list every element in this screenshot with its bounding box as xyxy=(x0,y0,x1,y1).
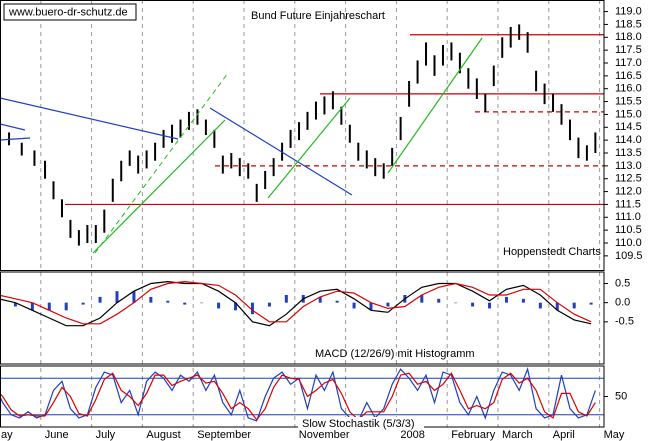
y-tick-label: 114.5 xyxy=(615,121,642,133)
x-tick-label: June xyxy=(45,429,69,441)
histogram-bar xyxy=(98,296,102,303)
y-tick-label: 116.5 xyxy=(615,70,642,82)
histogram-bar xyxy=(30,302,34,311)
histogram-bar xyxy=(250,302,254,315)
macd-frame xyxy=(0,271,605,365)
y-tick-label: 118.5 xyxy=(615,18,642,30)
y-tick-label: 111.0 xyxy=(615,211,641,223)
y-tick-label: 117.0 xyxy=(615,57,642,69)
plot-area xyxy=(0,0,604,427)
stoch-title: Slow Stochastik (5/3/3) xyxy=(302,418,415,430)
x-tick-label: April xyxy=(553,429,575,441)
indicator-line xyxy=(0,367,596,422)
y-tick-label: 110.5 xyxy=(615,224,642,236)
histogram-bar xyxy=(454,302,458,304)
y-tick-label: 115.0 xyxy=(615,108,642,120)
histogram-bar xyxy=(115,291,119,303)
trend-line xyxy=(92,119,226,254)
histogram-bar xyxy=(267,302,271,307)
histogram-bar xyxy=(471,302,475,307)
trend-line xyxy=(0,137,31,141)
histogram-bar xyxy=(13,302,17,307)
histogram-bar xyxy=(284,295,288,303)
y-tick-label: 112.5 xyxy=(615,173,642,185)
y-tick-label: -0.5 xyxy=(615,316,634,328)
histogram-bar xyxy=(183,302,187,305)
x-tick-label: 2008 xyxy=(400,429,424,441)
source: www.buero-dr-schutz.de xyxy=(8,6,128,18)
y-tick-label: 113.5 xyxy=(615,147,642,159)
y-tick-label: 111.5 xyxy=(615,198,641,210)
histogram-bar xyxy=(64,302,68,311)
macd-title: MACD (12/26/9) mit Histogramm xyxy=(315,348,475,360)
y-tick-label: 112.0 xyxy=(615,185,642,197)
histogram-bar xyxy=(538,302,542,309)
trend-line xyxy=(209,107,353,196)
indicator-line xyxy=(0,280,592,325)
x-tick-label: May xyxy=(604,429,625,441)
histogram-bar xyxy=(572,302,576,309)
note: Hoppenstedt Charts xyxy=(503,246,601,258)
histogram-bar xyxy=(386,302,390,307)
indicator-line xyxy=(0,372,596,421)
histogram-bar xyxy=(437,298,441,303)
x-tick-label: September xyxy=(197,429,251,441)
histogram-bar xyxy=(504,296,508,303)
histogram-bar xyxy=(555,302,559,311)
histogram-bar xyxy=(369,302,373,311)
histogram-bar xyxy=(335,300,339,303)
histogram-bar xyxy=(521,298,525,303)
trend-lines xyxy=(0,37,483,254)
histogram-bar xyxy=(318,296,322,303)
x-tick-label: ay xyxy=(1,429,13,441)
y-tick-label: 116.0 xyxy=(615,83,642,95)
histogram-bar xyxy=(589,302,593,305)
y-tick-label: 113.0 xyxy=(615,160,642,172)
y-tick-label: 119.0 xyxy=(615,5,642,17)
y-tick-label: 50 xyxy=(615,390,627,402)
histogram-bar xyxy=(217,302,221,309)
histogram-bar xyxy=(488,302,492,309)
chart-title: Bund Future Einjahreschart xyxy=(251,10,385,22)
trend-line xyxy=(0,123,26,131)
histogram-bar xyxy=(200,302,204,304)
histogram-bar xyxy=(149,296,153,303)
histogram-bar xyxy=(234,302,238,311)
y-tick-label: 114.0 xyxy=(615,134,642,146)
histogram-bar xyxy=(420,295,424,303)
histogram-bar xyxy=(132,291,136,303)
indicator-line xyxy=(0,280,592,327)
histogram-bar xyxy=(166,300,170,303)
stoch-title-bg xyxy=(298,417,424,430)
y-tick-label: 0.5 xyxy=(615,277,630,289)
x-tick-label: August xyxy=(146,429,180,441)
histogram-bar xyxy=(81,302,85,305)
x-tick-label: February xyxy=(451,429,496,441)
main-frame xyxy=(0,0,605,271)
y-tick-label: 0.0 xyxy=(615,297,630,309)
y-tick-label: 118.0 xyxy=(615,31,642,43)
histogram-bar xyxy=(47,302,51,311)
source-box xyxy=(3,3,137,21)
trend-line xyxy=(387,37,483,174)
y-tick-label: 115.5 xyxy=(615,95,642,107)
x-tick-label: July xyxy=(96,429,116,441)
x-tick-label: March xyxy=(502,429,533,441)
trend-line xyxy=(0,97,179,140)
x-tick-label: November xyxy=(299,429,350,441)
y-tick-label: 109.5 xyxy=(615,250,643,262)
trend-line xyxy=(267,97,351,199)
y-tick-label: 117.5 xyxy=(615,44,642,56)
trend-channel xyxy=(94,72,229,254)
histogram-bar xyxy=(352,302,356,309)
y-tick-label: 110.0 xyxy=(615,237,642,249)
